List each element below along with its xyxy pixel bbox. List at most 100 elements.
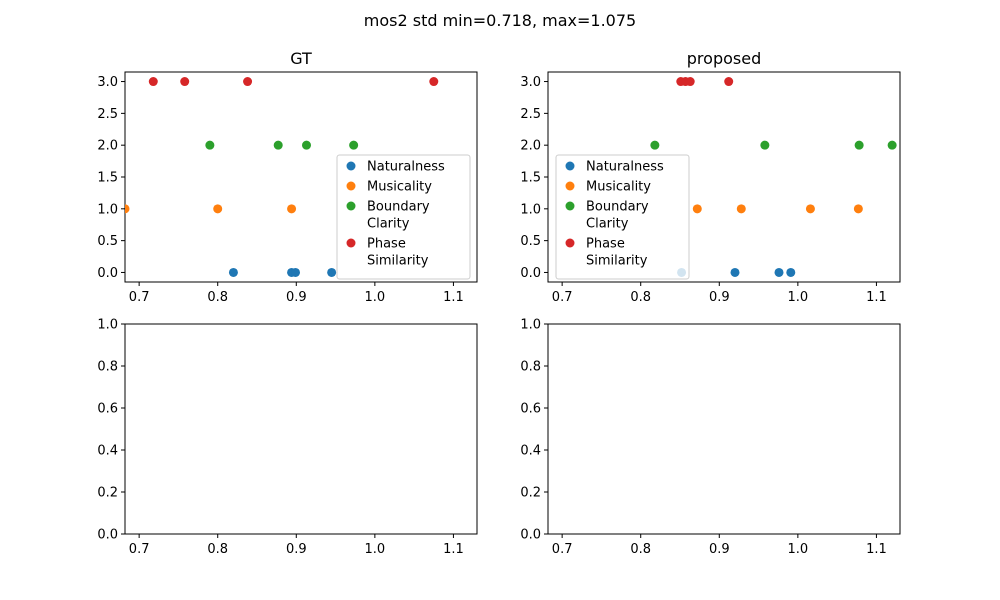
scatter-point-1 [228,267,238,277]
y-tick-label: 0.0 [97,528,118,543]
scatter-point-2 [692,204,702,214]
x-tick-label: 1.0 [365,542,386,557]
y-tick-label: 2.5 [520,107,541,122]
legend-marker [565,181,575,191]
y-tick-label: 0.6 [97,402,118,417]
x-tick-label: 0.9 [709,542,730,557]
y-tick-label: 0.8 [97,360,118,375]
legend-box [336,154,471,280]
scatter-point-2 [125,204,130,214]
scatter-point-1 [774,267,784,277]
legend-label: Boundary Clarity [586,200,649,232]
data-points [125,77,439,277]
x-tick-label: 1.0 [788,290,809,305]
scatter-point-4 [148,77,158,87]
y-tick-label: 3.0 [520,75,541,90]
scatter-point-2 [736,204,746,214]
scatter-point-1 [291,267,300,277]
y-tick-label: 2.0 [520,139,541,154]
x-tick-label: 0.8 [207,542,228,557]
scatter-point-1 [786,267,796,277]
legend-label: Musicality [367,180,432,195]
y-tick-label: 0.0 [520,528,541,543]
scatter-point-3 [854,140,864,150]
scatter-point-1 [730,267,740,277]
x-tick-label: 0.7 [552,290,573,305]
scatter-point-3 [887,140,897,150]
legend-marker [565,161,575,171]
scatter-point-3 [302,140,311,150]
axes-title: proposed [687,49,761,68]
y-tick-label: 0.0 [97,266,118,281]
y-tick-label: 1.0 [520,318,541,333]
legend-marker [346,181,356,191]
x-tick-label: 0.7 [552,542,573,557]
data-points [650,77,897,277]
legend-marker [346,238,356,248]
legend-marker [346,201,356,211]
figure-suptitle: mos2 std min=0.718, max=1.075 [364,11,636,30]
subplot-4: 0.7 0.8 0.9 1.0 1.1 0.0 0.2 0.4 0.6 0.8 1.0 [520,318,901,557]
x-tick-label: 1.0 [788,542,809,557]
y-tick-label: 0.4 [97,444,118,459]
x-tick-label: 0.7 [129,542,150,557]
x-tick-label: 1.0 [365,290,386,305]
scatter-point-3 [650,140,660,150]
scatter-point-4 [243,77,253,87]
legend-label: Naturalness [367,160,445,175]
scatter-point-4 [180,77,190,87]
y-tick-label: 1.0 [97,202,118,217]
scatter-point-3 [273,140,283,150]
axes-title: GT [290,49,312,68]
y-tick-label: 0.4 [520,444,541,459]
scatter-point-3 [760,140,770,150]
subplot-3: 0.7 0.8 0.9 1.0 1.1 0.0 0.2 0.4 0.6 0.8 1.0 [97,318,478,557]
legend-box [555,154,690,280]
x-tick-label: 0.8 [630,542,651,557]
y-tick-label: 0.2 [520,486,541,501]
x-tick-label: 0.9 [286,290,307,305]
scatter-point-1 [327,267,337,277]
x-tick-label: 1.1 [866,542,887,557]
y-tick-label: 1.5 [520,171,541,186]
scatter-point-4 [724,77,734,87]
legend-label: Phase Similarity [586,237,648,269]
x-tick-label: 0.9 [709,290,730,305]
subplot-1: GT 0.7 0.8 0.9 1.0 1.1 0.0 0.5 1.0 1.5 2.0 2.5 3.0 Na… [97,49,478,305]
y-tick-label: 2.5 [97,107,118,122]
scatter-point-3 [205,140,215,150]
scatter-point-2 [805,204,815,214]
scatter-point-4 [429,77,439,87]
y-tick-label: 3.0 [97,75,118,90]
legend-label: Phase Similarity [367,237,429,269]
x-tick-label: 1.1 [443,290,464,305]
x-tick-label: 0.8 [207,290,228,305]
legend-label: Naturalness [586,160,664,175]
x-tick-label: 1.1 [866,290,887,305]
y-tick-label: 1.5 [97,171,118,186]
y-tick-label: 0.8 [520,360,541,375]
y-tick-label: 0.5 [97,234,118,249]
legend-marker [565,201,575,211]
subplot-2: proposed 0.7 0.8 0.9 1.0 1.1 0.0 0.5 1.0 1.5 2.0 2.… [520,49,901,305]
legend-marker [565,238,575,248]
scatter-point-2 [853,204,863,214]
x-tick-label: 0.8 [630,290,651,305]
y-tick-label: 0.5 [520,234,541,249]
axes-frame [124,323,478,535]
scatter-point-2 [213,204,223,214]
x-tick-label: 0.7 [129,290,150,305]
legend-marker [346,161,356,171]
y-tick-label: 1.0 [520,202,541,217]
legend-label: Boundary Clarity [367,200,430,232]
scatter-point-4 [685,77,695,87]
scatter-point-3 [349,140,359,150]
y-tick-label: 0.6 [520,402,541,417]
y-tick-label: 0.0 [520,266,541,281]
subplots: GT 0.7 0.8 0.9 1.0 1.1 0.0 0.5 1.0 1.5 2.0 2.5 3.0 Na… [97,49,901,557]
y-tick-label: 2.0 [97,139,118,154]
x-tick-label: 0.9 [286,542,307,557]
x-tick-label: 1.1 [443,542,464,557]
